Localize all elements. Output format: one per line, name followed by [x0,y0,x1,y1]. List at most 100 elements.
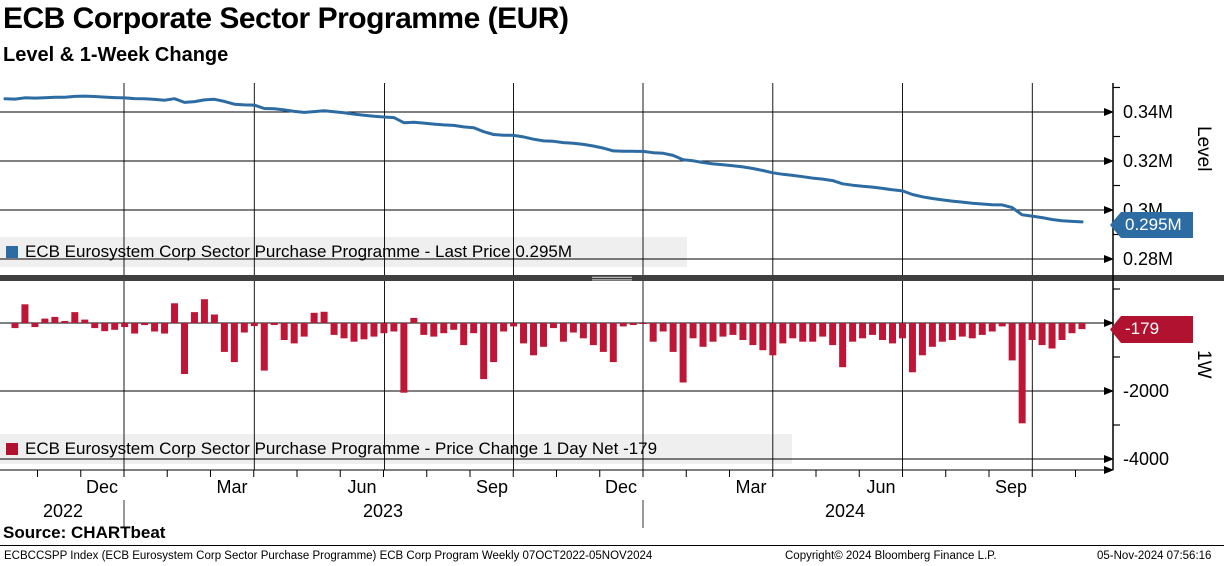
level-series-swatch-icon [6,246,18,258]
change-bar [1068,323,1076,334]
change-bar [300,323,308,337]
change-bar [998,323,1006,327]
change-bar [918,323,926,356]
xlabel-mar23: Mar [216,477,248,497]
change-bar [709,323,717,342]
last-change-badge: -179 [1110,316,1193,343]
change-bar [649,323,657,342]
change-bar [719,323,727,337]
change-bar [11,323,19,329]
legend-level[interactable]: ECB Eurosystem Corp Sector Purchase Prog… [0,237,687,267]
change-bar [151,323,159,332]
level-tick-034: 0.34M [1123,102,1174,122]
change-bar [440,323,448,334]
change-bar [669,323,677,352]
change-bar [71,312,79,323]
change-bar [559,323,567,342]
footer-divider [0,545,1224,546]
change-bar [210,314,218,323]
change-bar [470,323,478,334]
change-bar [330,323,338,335]
change-bar [799,323,807,342]
xlabel-sep23: Sep [475,477,509,497]
xlabel-mar24: Mar [735,477,767,497]
change-bar [420,323,428,335]
change-bar [549,323,557,329]
change-bar [739,323,747,340]
change-bar [958,323,966,337]
change-bar [938,323,946,342]
change-bar [789,323,797,339]
change-bar [619,323,627,327]
level-axis-title: Level [1193,126,1214,172]
change-bar [889,323,897,344]
change-bar [699,323,707,347]
last-price-badge: 0.295M [1110,212,1193,238]
change-bar [968,323,976,339]
change-bar [270,323,278,326]
xlabel-dec22: Dec [85,477,119,497]
change-bar [510,323,518,327]
change-bar [749,323,757,346]
change-bar [500,323,508,332]
footer-timestamp: 05-Nov-2024 07:56:16 [1097,550,1212,562]
change-bar [539,323,547,347]
source-note: Source: CHARTbeat [3,523,166,542]
change-bar [520,323,528,344]
change-bar [260,323,268,371]
change-bar [1028,323,1036,340]
change-bar [480,323,488,380]
change-bar [639,323,647,325]
change-bar [190,312,198,323]
xlabel-jun24: Jun [866,477,896,497]
change-bar [609,323,617,363]
change-bar [1078,323,1086,330]
change-bar [410,317,418,323]
change-bar [290,323,298,344]
change-bar [51,316,59,323]
change-tick-m2000: -2000 [1123,381,1170,401]
change-bar [121,323,129,328]
change-axis-title: 1W [1193,350,1214,379]
change-bar [450,323,458,330]
legend-change-label: ECB Eurosystem Corp Sector Purchase Prog… [25,439,658,458]
change-bar [360,323,368,340]
change-bar [948,323,956,340]
change-bar [599,323,607,352]
xlabel-sep24: Sep [994,477,1028,497]
change-bar [988,323,996,332]
change-bar [200,299,208,323]
change-bar [1008,323,1016,361]
change-bar [819,323,827,337]
last-change-value: -179 [1125,319,1160,338]
change-bar [81,319,89,323]
panel-resize-handle [592,276,632,278]
level-tick-032: 0.32M [1123,151,1174,171]
legend-change[interactable]: ECB Eurosystem Corp Sector Purchase Prog… [0,434,792,464]
change-bar [629,323,637,326]
change-bar [589,323,597,346]
change-bar [370,323,378,337]
change-bar [350,323,358,342]
change-bar [809,323,817,342]
change-bar [240,323,248,333]
xlabel-dec23: Dec [604,477,638,497]
change-bar [430,323,438,337]
xyear-2023: 2023 [362,501,404,521]
chart-canvas[interactable] [0,80,1224,546]
change-bar [460,323,468,346]
change-bar [230,323,238,363]
change-bar [340,323,348,339]
change-bar [729,323,737,335]
change-bar [1018,323,1026,424]
change-bar [490,323,498,363]
last-price-value: 0.295M [1125,215,1182,234]
change-bar [171,303,179,323]
change-bar [31,323,39,328]
change-bar [898,323,906,339]
change-bar [400,323,408,393]
change-bar [859,323,867,339]
change-bar [91,323,99,329]
change-bar [1038,323,1046,346]
